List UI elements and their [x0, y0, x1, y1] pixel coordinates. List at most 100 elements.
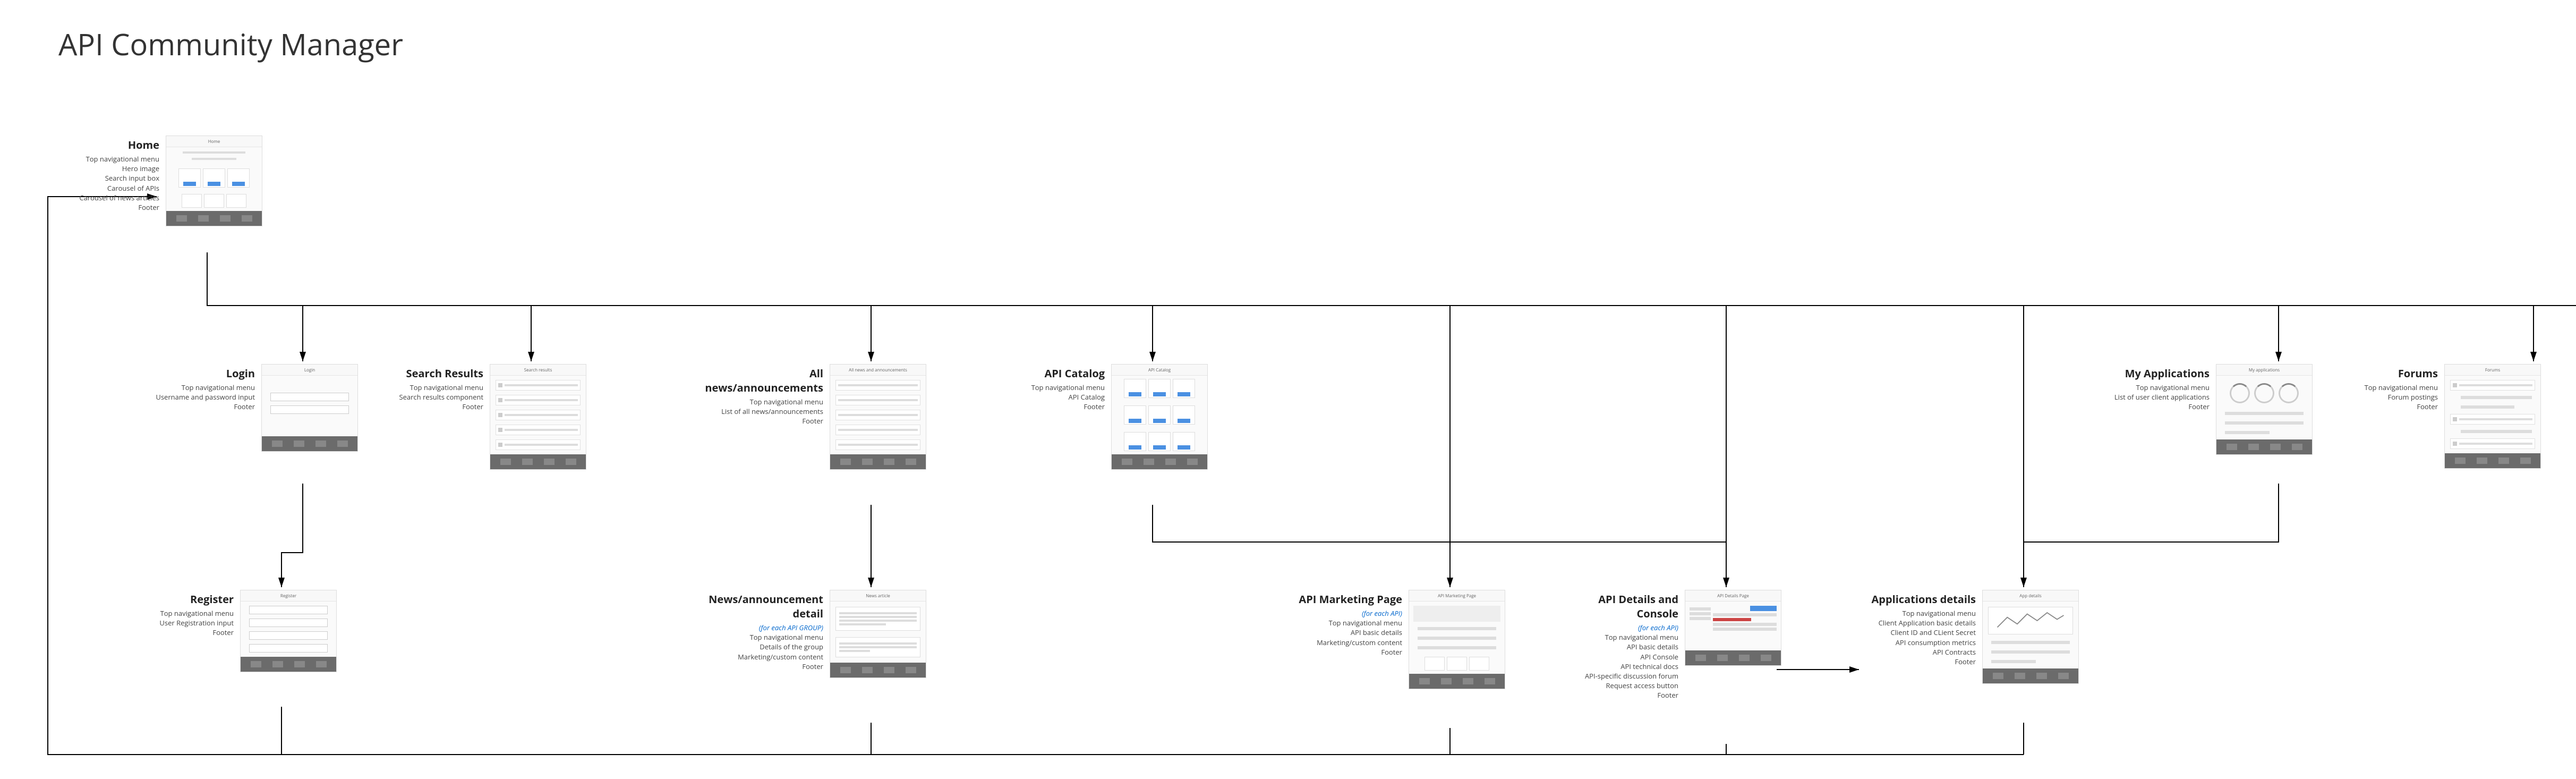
node-line: Footer — [1859, 657, 1976, 666]
node-line: List of all news/announcements — [701, 407, 823, 416]
node-title: All news/announcements — [701, 366, 823, 395]
node-line: Username and password input — [149, 392, 255, 402]
node-line: Client Application basic details — [1859, 618, 1976, 628]
node-line: Footer — [149, 402, 255, 411]
node-line: Footer — [1020, 402, 1105, 411]
node-line: Top navigational menu — [1859, 608, 1976, 618]
node-line: Top navigational menu — [2103, 383, 2210, 392]
node-title: My Applications — [2103, 366, 2210, 380]
node-desc: Forums Top navigational menuForum postin… — [2353, 364, 2444, 412]
node-home: Home Top navigational menuHero imageSear… — [53, 136, 262, 226]
node-desc: Search Results Top navigational menuSear… — [393, 364, 490, 412]
node-desc: Applications details Top navigational me… — [1859, 590, 1982, 666]
node-line: Top navigational menu — [149, 608, 234, 618]
node-line: Footer — [53, 202, 159, 212]
wireframe-details: API Details Page — [1685, 590, 1781, 666]
node-login: Login Top navigational menuUsername and … — [149, 364, 358, 452]
node-line: Footer — [393, 402, 483, 411]
wireframe-login: Login — [261, 364, 358, 452]
node-marketing: API Marketing Page (for each API)Top nav… — [1291, 590, 1505, 689]
node-line: API basic details — [1291, 628, 1402, 637]
node-line: API-specific discussion forum — [1567, 671, 1678, 681]
wireframe-app_details: App details — [1982, 590, 2079, 684]
node-desc: API Details and Console (for each API)To… — [1567, 590, 1685, 700]
node-line: Footer — [701, 662, 823, 671]
node-line: Search input box — [53, 173, 159, 183]
node-line: Footer — [2353, 402, 2438, 411]
node-title: Forums — [2353, 366, 2438, 380]
node-line: Footer — [701, 416, 823, 426]
node-line: Client ID and CLient Secret — [1859, 628, 1976, 637]
wireframe-news_detail: News article — [830, 590, 926, 678]
node-title: Search Results — [393, 366, 483, 380]
node-line: Footer — [149, 628, 234, 637]
node-desc: My Applications Top navigational menuLis… — [2103, 364, 2216, 412]
node-desc: News/announcement detail (for each API G… — [701, 590, 830, 671]
node-search: Search Results Top navigational menuSear… — [393, 364, 586, 470]
node-desc: All news/announcements Top navigational … — [701, 364, 830, 426]
wireframe-myapps: My applications — [2216, 364, 2313, 455]
node-line: API Catalog — [1020, 392, 1105, 402]
node-line: API consumption metrics — [1859, 638, 1976, 647]
node-line: Footer — [1291, 647, 1402, 657]
node-line: Top navigational menu — [1567, 632, 1678, 642]
node-title: Applications details — [1859, 592, 1976, 606]
node-line: (for each API) — [1567, 623, 1678, 632]
wireframe-home: Home — [166, 136, 262, 226]
node-desc: Register Top navigational menuUser Regis… — [149, 590, 240, 638]
node-line: Footer — [1567, 690, 1678, 700]
node-line: Marketing/custom content — [701, 652, 823, 662]
node-catalog: API Catalog Top navigational menuAPI Cat… — [1020, 364, 1208, 470]
node-title: API Catalog — [1020, 366, 1105, 380]
node-register: Register Top navigational menuUser Regis… — [149, 590, 337, 672]
node-title: News/announcement detail — [701, 592, 823, 621]
node-line: API basic details — [1567, 642, 1678, 651]
node-line: User Registration input — [149, 618, 234, 628]
node-line: Top navigational menu — [2353, 383, 2438, 392]
node-line: Top navigational menu — [701, 397, 823, 407]
node-app_details: Applications details Top navigational me… — [1859, 590, 2079, 684]
node-desc: Login Top navigational menuUsername and … — [149, 364, 261, 412]
node-line: Footer — [2103, 402, 2210, 411]
node-line: Top navigational menu — [53, 154, 159, 164]
wireframe-search: Search results — [490, 364, 586, 470]
node-title: Register — [149, 592, 234, 606]
wireframe-marketing: API Marketing Page — [1409, 590, 1505, 689]
node-line: Request access button — [1567, 681, 1678, 690]
wireframe-forums: Forums — [2444, 364, 2541, 469]
page-title: API Community Manager — [58, 24, 403, 64]
node-forums: Forums Top navigational menuForum postin… — [2353, 364, 2541, 469]
node-news_list: All news/announcements Top navigational … — [701, 364, 926, 470]
node-title: API Details and Console — [1567, 592, 1678, 621]
node-line: List of user client applications — [2103, 392, 2210, 402]
node-line: Top navigational menu — [393, 383, 483, 392]
node-title: Home — [53, 138, 159, 152]
node-desc: Home Top navigational menuHero imageSear… — [53, 136, 166, 212]
node-line: Top navigational menu — [149, 383, 255, 392]
node-line: API technical docs — [1567, 662, 1678, 671]
node-line: Marketing/custom content — [1291, 638, 1402, 647]
node-line: Carousel of news articles — [53, 193, 159, 202]
wireframe-catalog: API Catalog — [1111, 364, 1208, 470]
node-line: Details of the group — [701, 642, 823, 651]
node-title: API Marketing Page — [1291, 592, 1402, 606]
node-line: (for each API GROUP) — [701, 623, 823, 632]
node-myapps: My Applications Top navigational menuLis… — [2103, 364, 2313, 455]
node-line: Search results component — [393, 392, 483, 402]
node-line: Top navigational menu — [701, 632, 823, 642]
node-line: API Contracts — [1859, 647, 1976, 657]
node-line: Top navigational menu — [1020, 383, 1105, 392]
node-desc: API Marketing Page (for each API)Top nav… — [1291, 590, 1409, 657]
node-line: (for each API) — [1291, 608, 1402, 618]
node-line: Carousel of APIs — [53, 183, 159, 193]
node-details: API Details and Console (for each API)To… — [1567, 590, 1781, 700]
node-desc: API Catalog Top navigational menuAPI Cat… — [1020, 364, 1111, 412]
wireframe-register: Register — [240, 590, 337, 672]
node-line: Top navigational menu — [1291, 618, 1402, 628]
node-line: Forum postings — [2353, 392, 2438, 402]
node-title: Login — [149, 366, 255, 380]
node-news_detail: News/announcement detail (for each API G… — [701, 590, 926, 678]
node-line: Hero image — [53, 164, 159, 173]
wireframe-news_list: All news and announcements — [830, 364, 926, 470]
node-line: API Console — [1567, 652, 1678, 662]
